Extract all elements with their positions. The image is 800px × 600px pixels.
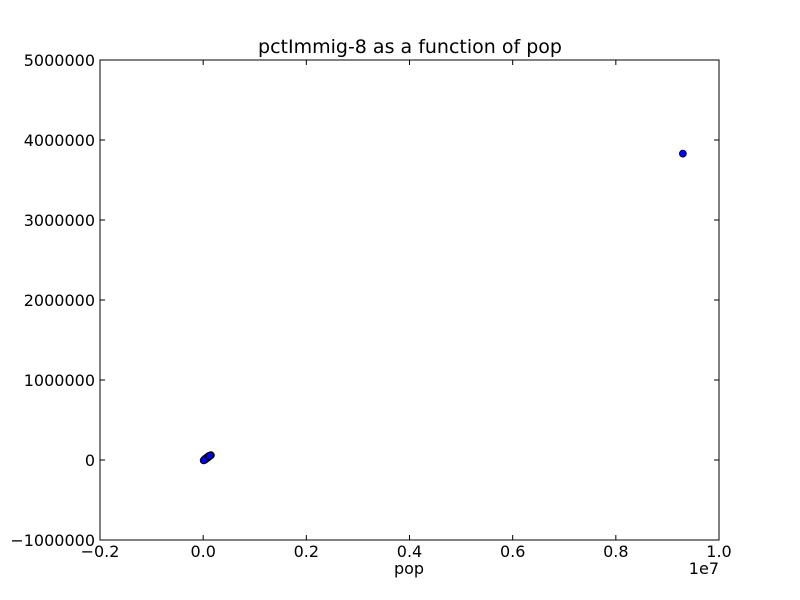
x-tick-label: 1.0 xyxy=(706,542,731,561)
y-axis-ticks: −1000000 0 1000000 2000000 3000000 4000000 500… xyxy=(10,51,719,550)
y-tick-label: 5000000 xyxy=(24,51,95,70)
x-tick-label: −0.2 xyxy=(81,542,120,561)
y-tick-label: −1000000 xyxy=(10,531,95,550)
x-axis-label: pop xyxy=(394,559,424,578)
x-offset-label: 1e7 xyxy=(689,559,719,578)
y-tick-label: 1000000 xyxy=(24,371,95,390)
y-tick-label: 2000000 xyxy=(24,291,95,310)
data-point xyxy=(205,451,214,460)
x-tick-label: 0.6 xyxy=(500,542,525,561)
plot-frame xyxy=(99,59,720,541)
y-tick-label: 3000000 xyxy=(24,211,95,230)
x-tick-label: 0.4 xyxy=(397,542,422,561)
x-tick-label: 0.0 xyxy=(190,542,215,561)
data-point xyxy=(199,456,208,465)
x-tick-label: 0.2 xyxy=(294,542,319,561)
data-points xyxy=(199,149,687,465)
x-tick-label: 0.8 xyxy=(603,542,628,561)
y-tick-label: 4000000 xyxy=(24,131,95,150)
data-point xyxy=(678,149,687,158)
chart-title: pctImmig-8 as a function of pop xyxy=(258,36,562,58)
y-tick-label: 0 xyxy=(85,451,95,470)
x-axis-ticks: −0.2 0.0 0.2 0.4 0.6 0.8 1.0 xyxy=(81,60,732,561)
